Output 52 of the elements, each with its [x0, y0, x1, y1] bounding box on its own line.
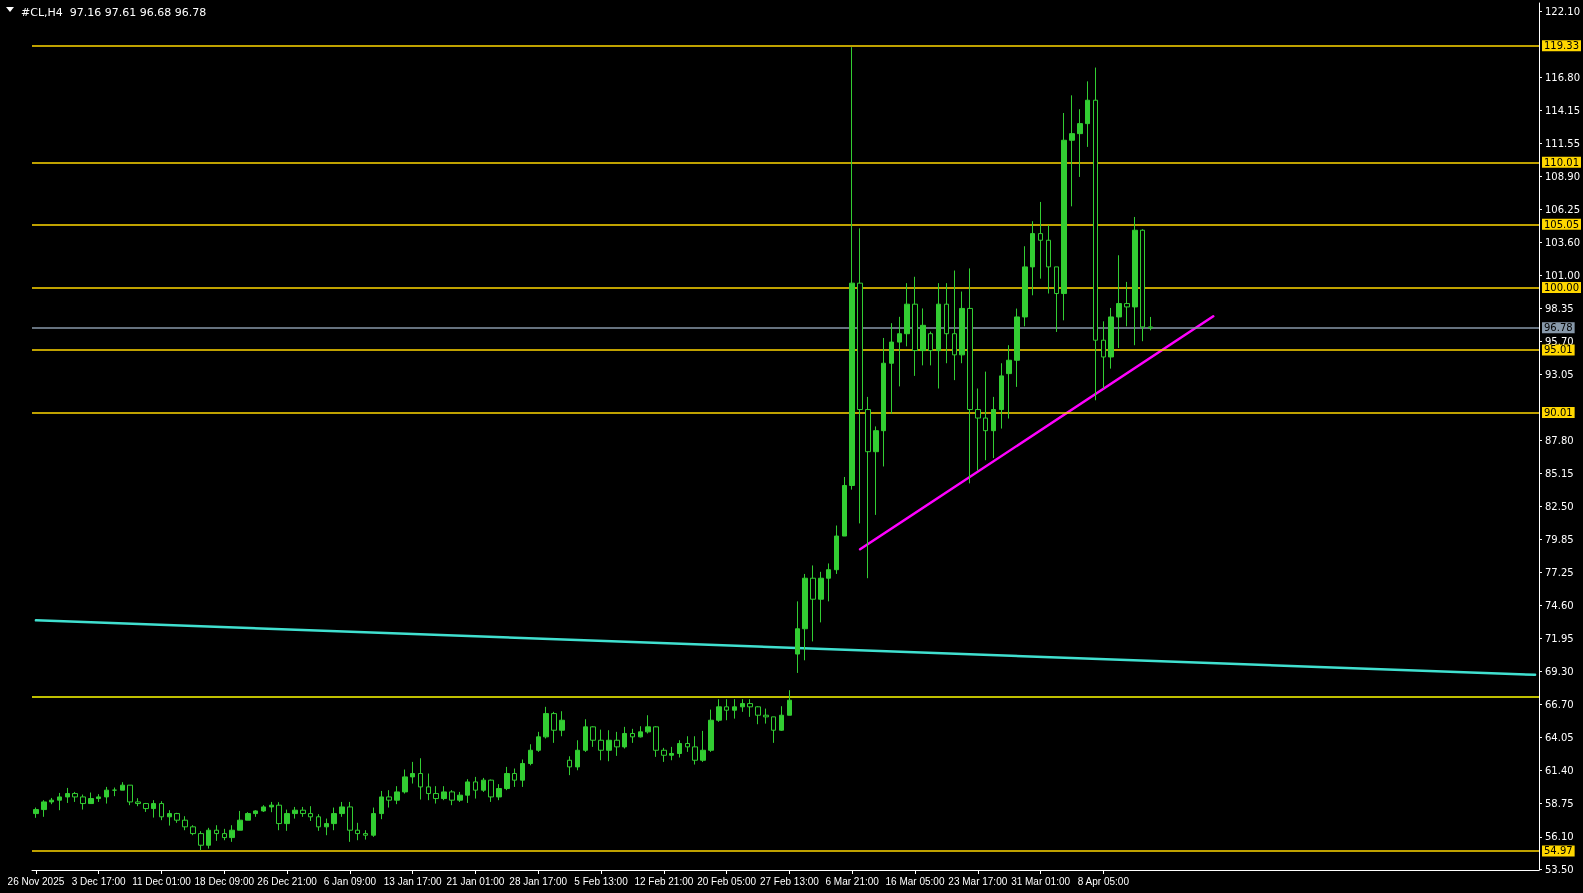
y-tick-label: 111.55 — [1545, 137, 1581, 149]
x-tick-label: 5 Feb 13:00 — [574, 875, 629, 887]
ref-line-label: 100.00 — [1544, 282, 1580, 294]
y-tick-label: 82.50 — [1545, 501, 1574, 513]
y-tick-label: 56.10 — [1545, 831, 1574, 843]
x-tick-label: 12 Feb 21:00 — [634, 875, 694, 887]
x-tick-label: 8 Apr 05:00 — [1077, 875, 1130, 887]
x-tick-label: 3 Dec 17:00 — [71, 875, 127, 887]
y-tick-label: 101.00 — [1545, 269, 1581, 281]
y-tick-label: 74.60 — [1545, 599, 1574, 611]
ref-line-label: 54.97 — [1544, 845, 1573, 857]
y-tick-label: 66.70 — [1545, 698, 1574, 710]
x-tick-label: 27 Feb 13:00 — [759, 875, 820, 887]
y-tick-label: 95.70 — [1545, 335, 1574, 347]
y-tick-label: 79.85 — [1545, 534, 1574, 546]
y-tick-label: 116.80 — [1545, 71, 1581, 83]
y-tick-label: 87.80 — [1545, 434, 1574, 446]
x-tick-label: 20 Feb 05:00 — [697, 875, 757, 887]
y-tick-label: 71.95 — [1545, 633, 1574, 645]
x-tick-label: 23 Mar 17:00 — [948, 875, 1008, 887]
ref-line-label: 95.01 — [1544, 344, 1573, 356]
y-tick-label: 69.30 — [1545, 666, 1574, 678]
y-tick-label: 122.10 — [1545, 5, 1581, 17]
x-tick-label: 11 Dec 01:00 — [132, 875, 192, 887]
ref-line-label: 90.01 — [1544, 407, 1573, 419]
ref-line-label: 96.78 — [1544, 322, 1573, 334]
ref-line-label: 119.33 — [1544, 40, 1580, 52]
y-tick-label: 64.05 — [1545, 731, 1574, 743]
y-tick-label: 98.35 — [1545, 302, 1574, 314]
x-tick-label: 16 Mar 05:00 — [885, 875, 945, 887]
x-tick-label: 6 Mar 21:00 — [825, 875, 880, 887]
y-tick-label: 53.50 — [1545, 863, 1574, 875]
chart-title: #CL,H4 97.16 97.61 96.68 96.78 — [21, 6, 207, 19]
ref-line-label: 110.01 — [1544, 156, 1580, 168]
x-tick-label: 6 Jan 09:00 — [323, 875, 377, 887]
y-tick-label: 77.25 — [1545, 566, 1574, 578]
y-tick-label: 103.60 — [1545, 236, 1581, 248]
x-tick-label: 21 Jan 01:00 — [446, 875, 505, 887]
x-tick-label: 26 Dec 21:00 — [257, 875, 318, 887]
y-tick-label: 93.05 — [1545, 369, 1574, 380]
ref-line-label: 105.05 — [1544, 218, 1580, 230]
x-tick-label: 13 Jan 17:00 — [383, 875, 443, 887]
x-tick-label: 18 Dec 09:00 — [194, 875, 255, 887]
y-tick-label: 61.40 — [1545, 765, 1574, 777]
y-tick-label: 114.15 — [1545, 104, 1581, 116]
y-tick-label: 85.15 — [1545, 467, 1574, 479]
y-tick-label: 106.25 — [1545, 203, 1581, 215]
y-tick-label: 58.75 — [1545, 798, 1574, 810]
y-tick-label: 108.90 — [1545, 170, 1581, 182]
x-tick-label: 31 Mar 01:00 — [1011, 875, 1071, 887]
x-tick-label: 28 Jan 17:00 — [509, 875, 568, 887]
x-tick-label: 26 Nov 2025 — [7, 875, 65, 887]
